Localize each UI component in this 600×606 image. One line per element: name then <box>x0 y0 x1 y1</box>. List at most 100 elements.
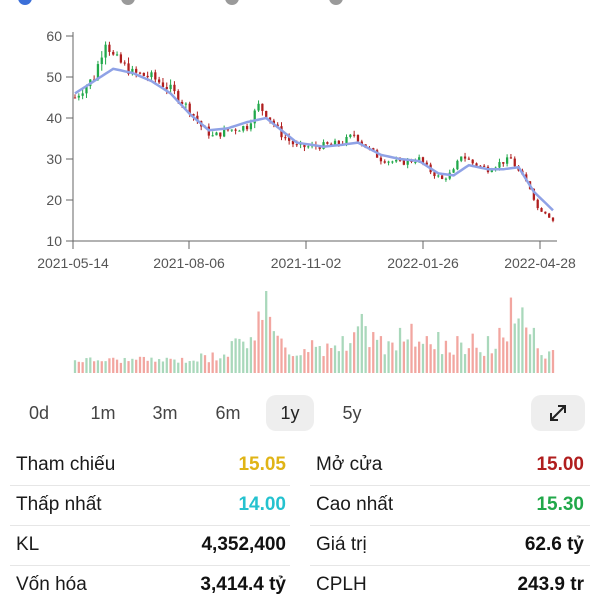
candle-body <box>337 140 340 145</box>
candle-body <box>406 160 409 165</box>
candle-body <box>398 159 402 161</box>
candle-body <box>360 141 363 145</box>
candle-body <box>460 156 463 161</box>
volume-bar <box>402 341 406 373</box>
candle-body <box>509 157 513 159</box>
stat-value: 3,414.4 tỷ <box>200 574 286 595</box>
candle-body <box>234 129 237 131</box>
candle-body <box>142 72 145 76</box>
x-tick-label: 2022-01-26 <box>387 255 459 271</box>
candle-body <box>161 82 165 87</box>
volume-bar <box>303 349 306 373</box>
candle-body <box>77 95 80 98</box>
candle-body <box>108 44 111 52</box>
stat-value: 15.30 <box>536 494 584 515</box>
range-button-1y[interactable]: 1y <box>266 395 314 431</box>
volume-bar <box>326 343 329 373</box>
candle-body <box>226 129 230 131</box>
expand-icon <box>550 405 566 421</box>
volume-bar <box>108 358 111 373</box>
gridlines <box>66 32 74 242</box>
volume-bar <box>219 358 222 373</box>
candle-body <box>291 140 295 145</box>
volume-bar <box>353 332 356 373</box>
stat-label: Tham chiếu <box>16 454 116 475</box>
candle-body <box>532 188 536 200</box>
volume-bar <box>375 339 379 373</box>
candle-body <box>165 86 168 90</box>
volume-bar <box>272 331 275 373</box>
legend-dot-icon <box>121 0 135 5</box>
volume-bar <box>265 291 268 373</box>
candle-body <box>249 123 253 130</box>
volume-bar <box>513 323 516 373</box>
volume-bar <box>471 333 474 373</box>
volume-bar <box>165 357 168 373</box>
candle-body <box>326 142 329 144</box>
volume-bar <box>169 358 172 373</box>
volume-bar <box>398 327 402 373</box>
volume-bar <box>238 338 241 373</box>
volume-bar <box>280 338 283 373</box>
candle-body <box>548 213 551 218</box>
candle-body <box>192 114 195 116</box>
legend-dot-icon <box>329 0 343 5</box>
volume-bar <box>184 362 188 373</box>
candle-body <box>288 137 291 141</box>
stat-value: 15.05 <box>238 454 286 475</box>
candle-body <box>276 124 279 127</box>
candle-body <box>127 63 130 75</box>
range-button-0d[interactable]: 0d <box>28 403 50 423</box>
volume-bar <box>379 336 383 373</box>
range-button-6m[interactable]: 6m <box>215 403 241 423</box>
candle-body <box>551 217 555 221</box>
candle-body <box>268 117 272 121</box>
stat-label: KL <box>16 534 40 555</box>
candle-body <box>196 115 199 122</box>
candle-body <box>349 134 352 137</box>
candle-body <box>475 163 478 166</box>
candle-body <box>456 160 459 170</box>
candle-body <box>131 68 134 75</box>
candle-body <box>479 165 482 167</box>
volume-bar <box>81 362 84 373</box>
volume-bar <box>322 356 325 373</box>
volume-bar <box>257 311 260 373</box>
range-button-5y[interactable]: 5y <box>342 403 362 423</box>
candle-body <box>188 103 191 115</box>
candle-body <box>345 136 348 145</box>
volume-bar <box>525 327 528 373</box>
candle-body <box>471 159 474 164</box>
stat-label: Thấp nhất <box>16 494 102 515</box>
volume-bar <box>173 359 176 373</box>
candle-body <box>540 208 543 212</box>
candle-body <box>284 137 287 139</box>
volume-bar <box>345 350 348 373</box>
candle-body <box>383 161 386 163</box>
candle-body <box>452 169 455 173</box>
x-tick-label: 2021-08-06 <box>153 255 225 271</box>
range-button-3m[interactable]: 3m <box>152 403 178 423</box>
volume-bar <box>77 361 80 373</box>
x-axis-ticks: 2021-05-14 2021-08-06 2021-11-02 2022-01-26… <box>37 241 576 271</box>
volume-bar <box>226 356 230 373</box>
legend-dot-icon <box>225 0 239 5</box>
stat-label: Giá trị <box>316 534 367 555</box>
volume-bar <box>440 354 444 373</box>
row-divider <box>310 525 590 526</box>
volume-bar <box>410 323 413 373</box>
volume-bar <box>383 354 386 373</box>
time-range-selector: 0d 1m 3m 6m 1y 5y <box>0 395 600 435</box>
candle-body <box>177 91 180 102</box>
range-button-1m[interactable]: 1m <box>90 403 116 423</box>
expand-button[interactable] <box>531 395 585 431</box>
volume-bar <box>131 358 134 373</box>
volume-bar <box>532 327 536 373</box>
candles <box>73 41 555 223</box>
volume-bar <box>200 353 203 373</box>
row-divider <box>10 565 290 566</box>
candle-body <box>180 101 184 105</box>
volume-bar <box>96 360 100 373</box>
volume-bar <box>521 307 524 373</box>
candle-body <box>502 162 505 164</box>
